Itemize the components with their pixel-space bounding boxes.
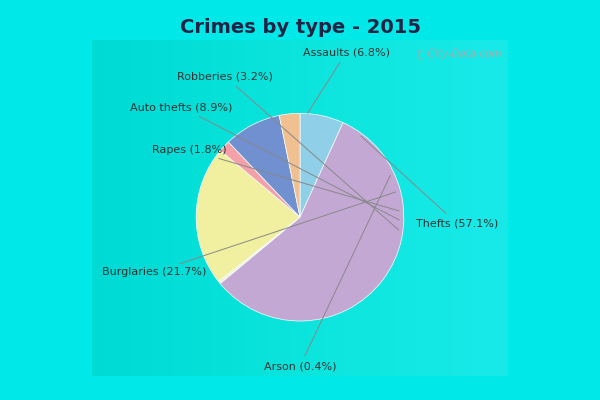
Wedge shape [300,113,343,217]
Text: Auto thefts (8.9%): Auto thefts (8.9%) [130,102,399,220]
Wedge shape [218,217,300,284]
Text: Thefts (57.1%): Thefts (57.1%) [361,136,498,228]
Wedge shape [196,150,300,282]
Text: Rapes (1.8%): Rapes (1.8%) [152,145,399,211]
Wedge shape [229,116,300,217]
Wedge shape [220,123,404,321]
Text: Burglaries (21.7%): Burglaries (21.7%) [102,192,396,277]
Text: Robberies (3.2%): Robberies (3.2%) [177,72,398,230]
Text: Assaults (6.8%): Assaults (6.8%) [303,47,390,113]
Text: Crimes by type - 2015: Crimes by type - 2015 [179,18,421,37]
Wedge shape [220,142,300,217]
Text: Arson (0.4%): Arson (0.4%) [264,175,391,371]
Text: ⓘ City-Data.com: ⓘ City-Data.com [418,48,502,58]
Wedge shape [279,113,300,217]
